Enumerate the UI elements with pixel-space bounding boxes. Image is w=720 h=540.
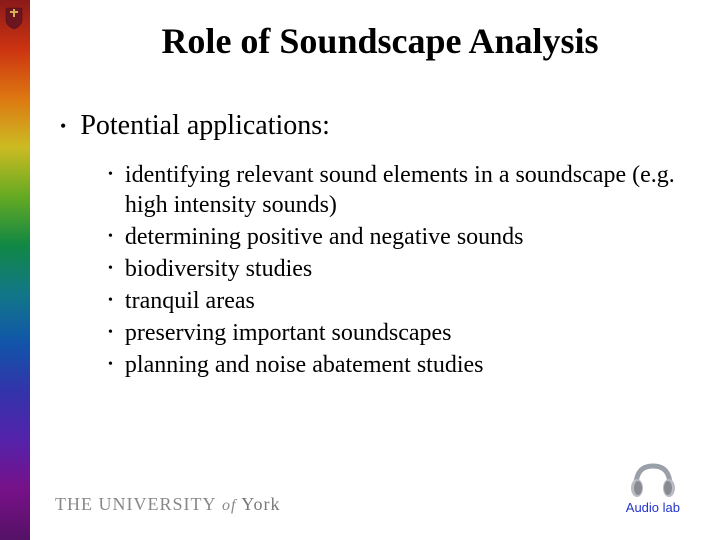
main-bullet-text: Potential applications: <box>80 110 330 142</box>
sub-bullet: • tranquil areas <box>108 286 680 316</box>
sub-bullet-list: • identifying relevant sound elements in… <box>108 160 680 380</box>
bullet-dot: • <box>108 292 113 310</box>
bullet-dot: • <box>108 228 113 246</box>
sub-bullet: • biodiversity studies <box>108 254 680 284</box>
main-bullet: • Potential applications: <box>60 110 680 142</box>
bullet-dot: • <box>108 356 113 374</box>
headphone-icon <box>628 458 678 498</box>
slide-title: Role of Soundscape Analysis <box>60 20 700 62</box>
slide-content: • Potential applications: • identifying … <box>60 110 680 382</box>
sub-bullet: • determining positive and negative soun… <box>108 222 680 252</box>
bullet-dot: • <box>60 116 66 137</box>
sub-bullet-text: determining positive and negative sounds <box>125 222 680 252</box>
university-name: York <box>241 494 280 514</box>
bullet-dot: • <box>108 166 113 184</box>
decorative-rainbow-strip <box>0 0 30 540</box>
sub-bullet-text: identifying relevant sound elements in a… <box>125 160 680 220</box>
university-prefix: THE UNIVERSITY <box>55 494 216 514</box>
sub-bullet-text: planning and noise abatement studies <box>125 350 680 380</box>
sub-bullet-text: preserving important soundscapes <box>125 318 680 348</box>
audio-lab-text: Audio lab <box>626 500 680 515</box>
sub-bullet: • preserving important soundscapes <box>108 318 680 348</box>
university-logo: THE UNIVERSITY of York <box>55 494 280 515</box>
audio-lab-logo: Audio lab <box>626 458 680 515</box>
shield-icon <box>4 6 24 30</box>
sub-bullet-text: tranquil areas <box>125 286 680 316</box>
bullet-dot: • <box>108 260 113 278</box>
bullet-dot: • <box>108 324 113 342</box>
university-of: of <box>222 497 236 514</box>
sub-bullet: • planning and noise abatement studies <box>108 350 680 380</box>
sub-bullet: • identifying relevant sound elements in… <box>108 160 680 220</box>
slide-footer: THE UNIVERSITY of York Audio lab <box>55 465 700 525</box>
sub-bullet-text: biodiversity studies <box>125 254 680 284</box>
